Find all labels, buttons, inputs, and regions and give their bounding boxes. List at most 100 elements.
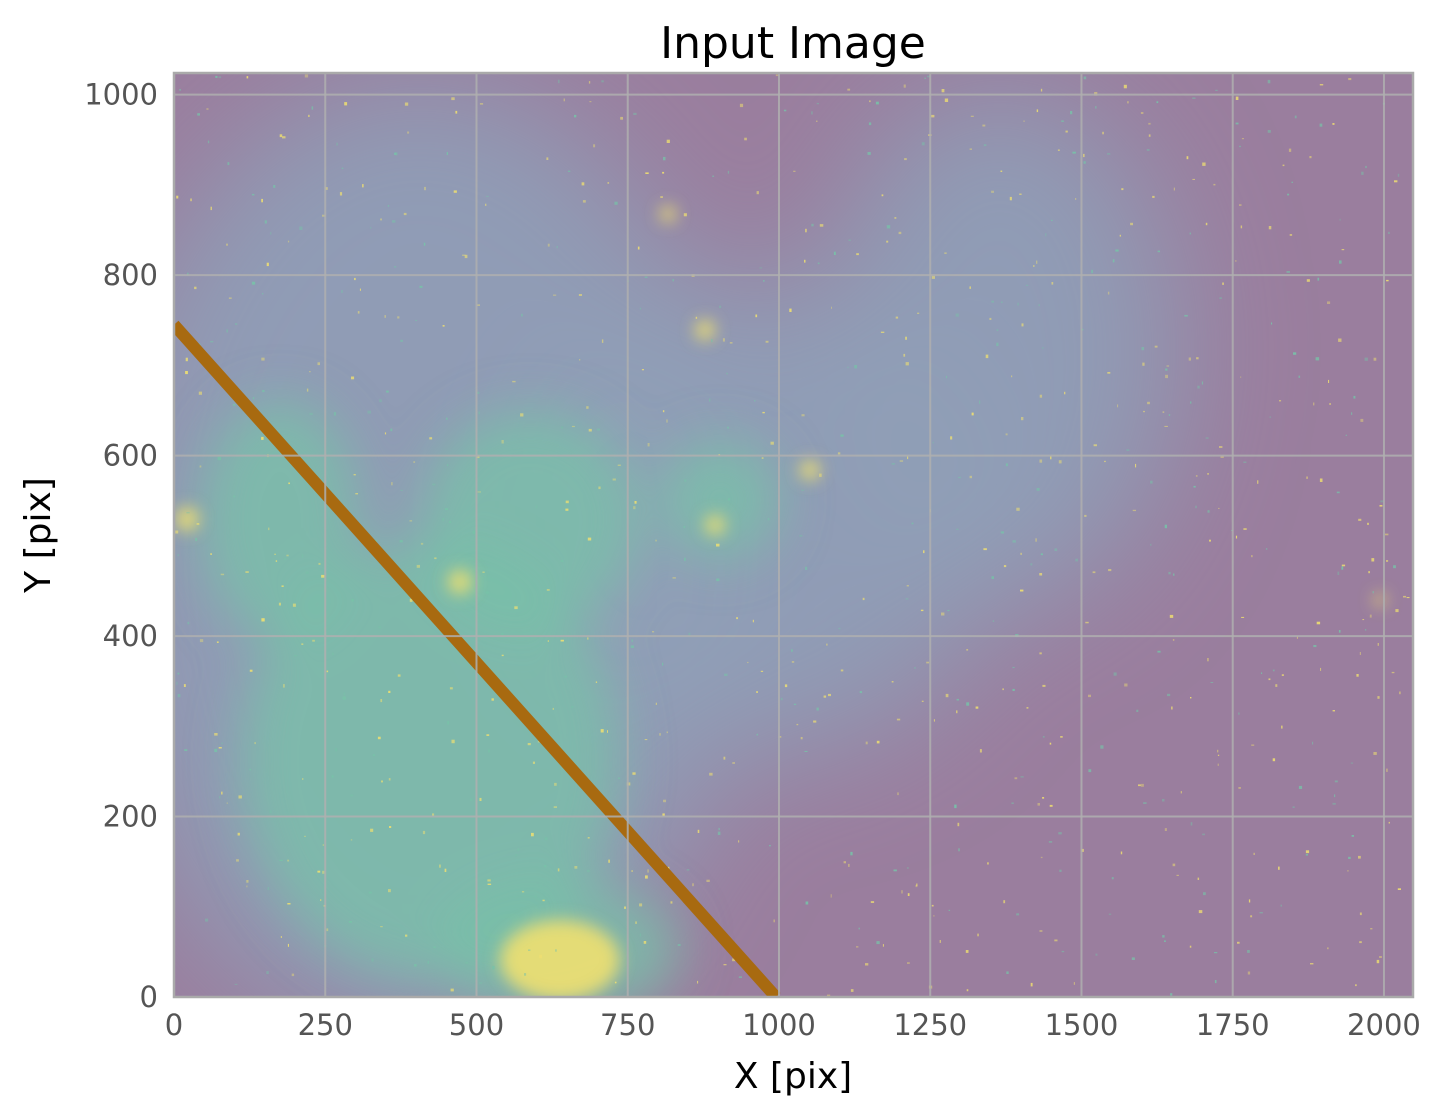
speckle (479, 797, 482, 801)
speckle (607, 182, 610, 184)
speckle (1042, 684, 1046, 687)
speckle (898, 231, 902, 235)
speckle (245, 571, 249, 573)
speckle (1201, 381, 1203, 385)
speckle (632, 772, 636, 775)
speckle (254, 742, 256, 745)
speckle (1269, 416, 1272, 418)
speckle (199, 465, 202, 468)
speckle (389, 826, 392, 828)
speckle (1281, 725, 1283, 729)
speckle (234, 983, 238, 985)
speckle (517, 848, 519, 851)
speckle (830, 894, 832, 898)
speckle (485, 203, 487, 206)
speckle (586, 869, 590, 873)
speckle (1305, 853, 1308, 856)
speckle (647, 869, 649, 873)
speckle (1379, 505, 1383, 507)
speckle (966, 989, 969, 992)
speckle (862, 597, 865, 601)
speckle (659, 733, 661, 736)
speckle (547, 640, 549, 642)
speckle (905, 336, 907, 340)
speckle (1154, 345, 1158, 348)
speckle (1239, 204, 1242, 206)
speckle (476, 304, 480, 306)
speckle (261, 618, 265, 622)
speckle (442, 517, 444, 521)
speckle (666, 731, 668, 734)
speckle (482, 571, 485, 573)
speckle (1267, 130, 1271, 133)
speckle (793, 170, 796, 172)
speckle (1332, 802, 1336, 805)
speckle (1294, 115, 1297, 119)
speckle (927, 75, 931, 78)
speckle (859, 691, 863, 694)
speckle (390, 428, 393, 432)
speckle (1150, 543, 1152, 546)
speckle (1296, 636, 1298, 639)
speckle (931, 904, 934, 907)
speckle (528, 949, 531, 951)
speckle (446, 417, 448, 420)
speckle (472, 530, 476, 535)
speckle (833, 251, 836, 255)
speckle (1247, 950, 1250, 953)
speckle (226, 802, 228, 804)
speckle (1370, 928, 1373, 930)
speckle (1135, 463, 1137, 468)
speckle (1121, 188, 1124, 191)
speckle (1282, 164, 1285, 167)
speckle (1218, 507, 1220, 509)
speckle (1320, 667, 1322, 671)
speckle (662, 410, 665, 413)
speckle (1016, 913, 1020, 916)
speckle (234, 323, 238, 325)
speckle (931, 114, 935, 118)
speckle (729, 342, 733, 344)
speckle (1037, 803, 1040, 806)
speckle (692, 883, 694, 887)
speckle (907, 456, 909, 460)
speckle (982, 124, 986, 127)
speckle (341, 167, 344, 169)
speckle (1347, 870, 1349, 872)
speckle (351, 598, 354, 602)
speckle (515, 853, 517, 857)
x-tick-label: 1250 (893, 1008, 967, 1042)
speckle (869, 100, 871, 103)
speckle (738, 840, 740, 843)
speckle (895, 316, 899, 319)
chart-title: Input Image (660, 18, 926, 69)
speckle (1243, 461, 1247, 463)
speckle (246, 885, 248, 888)
speckle (688, 632, 691, 636)
speckle (1147, 401, 1150, 405)
speckle (1045, 233, 1047, 237)
speckle (596, 428, 600, 431)
speckle (800, 737, 803, 740)
speckle (947, 609, 950, 612)
speckle (1054, 939, 1058, 942)
speckle (359, 288, 361, 291)
speckle (856, 253, 859, 256)
speckle (574, 114, 577, 118)
speckle (175, 530, 179, 534)
speckle (177, 554, 179, 557)
speckle (856, 946, 859, 948)
speckle (434, 557, 437, 560)
speckle (477, 391, 480, 394)
speckle (586, 406, 589, 409)
speckle (817, 262, 820, 265)
speckle (1312, 741, 1314, 745)
speckle (1083, 76, 1087, 80)
speckle (1030, 982, 1033, 987)
speckle (891, 463, 895, 465)
speckle (617, 464, 621, 466)
speckle (275, 560, 278, 562)
speckle (1039, 652, 1042, 655)
speckle (819, 224, 824, 227)
speckle (991, 190, 994, 193)
